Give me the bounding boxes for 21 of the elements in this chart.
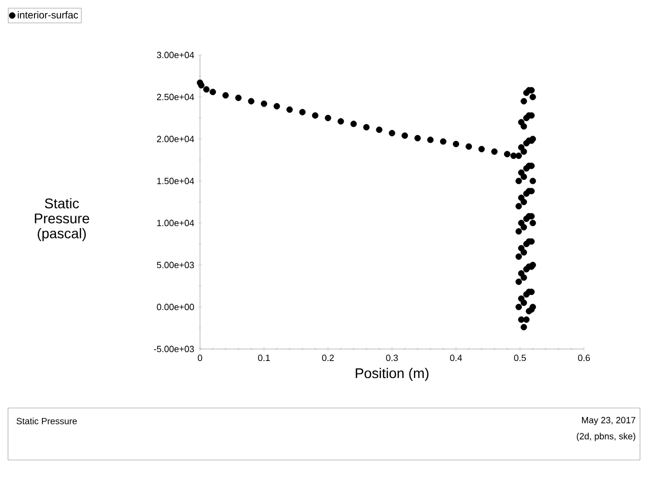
y-tick-label: 3.00e+04 bbox=[156, 52, 194, 58]
y-tick-label: 1.50e+04 bbox=[157, 178, 194, 184]
y-tick-label: 2.00e+04 bbox=[157, 136, 194, 142]
text: May 23, 2017 bbox=[582, 416, 636, 426]
text: Static Pressure bbox=[16, 418, 77, 424]
y-tick-label: 2.50e+04 bbox=[157, 94, 194, 100]
x-tick-label: 0.5 bbox=[514, 354, 526, 362]
y-axis-title: Static Pressure (pascal) bbox=[34, 198, 90, 242]
x-tick-label: 0.2 bbox=[322, 354, 334, 362]
x-axis-title: Position (m) bbox=[356, 368, 428, 381]
x-tick-label: 0.6 bbox=[578, 354, 590, 362]
text: (2d, pbns, ske) bbox=[576, 432, 636, 442]
y-tick-label: -5.00e+03 bbox=[154, 346, 194, 352]
x-tick-label: 0 bbox=[198, 354, 202, 362]
x-tick-label: 0.4 bbox=[450, 354, 462, 362]
x-tick-label: 0.3 bbox=[386, 354, 398, 362]
y-tick-label: 0.00e+00 bbox=[156, 304, 194, 310]
legend-label: interior-surfac bbox=[18, 11, 78, 18]
y-tick-label: 5.00e+03 bbox=[156, 262, 194, 268]
x-tick-label: 0.1 bbox=[258, 354, 270, 362]
y-tick-label: 1.00e+04 bbox=[157, 220, 194, 226]
